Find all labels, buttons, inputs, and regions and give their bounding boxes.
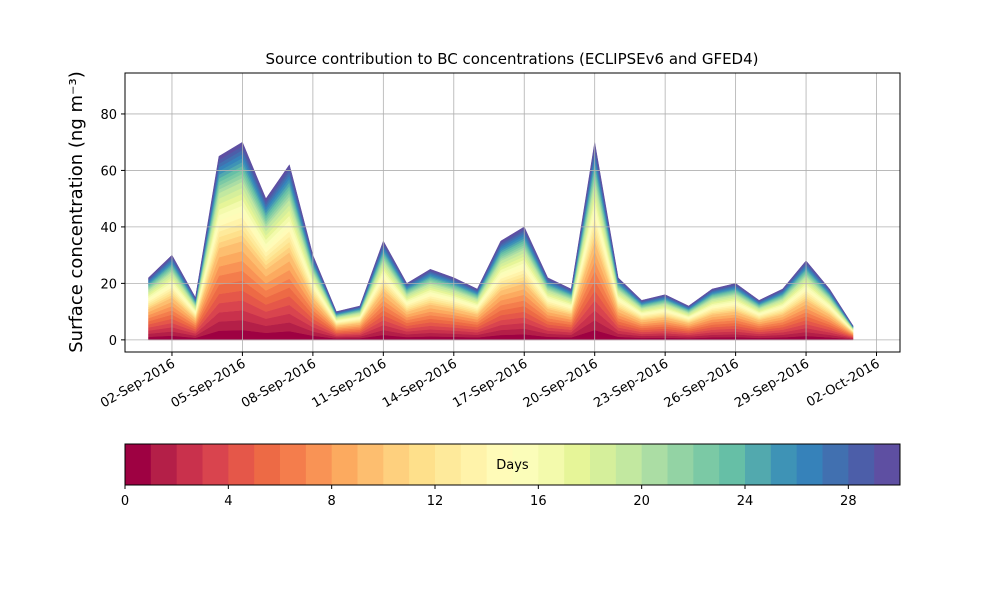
colorbar-label: Days [496, 458, 529, 473]
area-layer [148, 141, 854, 327]
colorbar-cell [202, 444, 229, 485]
y-tick-label: 20 [100, 277, 117, 292]
colorbar-cell [331, 444, 358, 485]
x-tick-label: 05-Sep-2016 [169, 356, 249, 411]
colorbar-cell [874, 444, 901, 485]
colorbar-cell [254, 444, 281, 485]
colorbar-cell [228, 444, 255, 485]
x-tick-label: 17-Sep-2016 [450, 356, 530, 411]
x-tick-label: 08-Sep-2016 [239, 356, 319, 411]
colorbar-cell [357, 444, 384, 485]
colorbar-cell [564, 444, 591, 485]
colorbar-cell [125, 444, 152, 485]
colorbar-cell [409, 444, 436, 485]
colorbar-cell [770, 444, 798, 485]
colorbar-cell [538, 444, 565, 485]
colorbar-cell [667, 444, 694, 485]
colorbar-tick-label: 12 [427, 494, 444, 509]
colorbar-tick-label: 8 [328, 494, 336, 509]
colorbar-cell [280, 444, 307, 485]
y-tick-label: 0 [109, 334, 117, 349]
x-tick-label: 14-Sep-2016 [380, 356, 460, 411]
colorbar-cell [848, 444, 875, 485]
colorbar-tick-label: 28 [840, 494, 857, 509]
colorbar-cell [719, 444, 746, 485]
x-tick-label: 02-Oct-2016 [804, 356, 882, 410]
x-tick-label: 02-Sep-2016 [98, 356, 178, 411]
colorbar-cell [305, 444, 333, 485]
y-tick-label: 80 [100, 108, 117, 123]
colorbar-tick-label: 4 [224, 494, 232, 509]
chart-title: Source contribution to BC concentrations… [265, 50, 758, 68]
colorbar-cell [435, 444, 462, 485]
colorbar-cell [796, 444, 823, 485]
colorbar-tick-label: 24 [737, 494, 754, 509]
colorbar-cell [641, 444, 668, 485]
plot-frame [124, 72, 901, 353]
y-tick-label: 60 [100, 164, 117, 179]
colorbar-cell [176, 444, 203, 485]
colorbar-cell [693, 444, 720, 485]
colorbar-frame [124, 443, 901, 486]
colorbar-cell [383, 444, 410, 485]
colorbar-cell [486, 444, 513, 485]
y-axis-label: Surface concentration (ng m⁻³) [66, 71, 87, 353]
y-tick-label: 40 [100, 221, 117, 236]
colorbar-cell [460, 444, 488, 485]
x-tick-label: 29-Sep-2016 [732, 356, 812, 411]
colorbar-cell [590, 444, 617, 485]
colorbar-cell [150, 444, 178, 485]
colorbar-cell [822, 444, 849, 485]
colorbar-tick-label: 16 [530, 494, 547, 509]
colorbar-tick-label: 20 [633, 494, 650, 509]
colorbar-cell [512, 444, 539, 485]
x-tick-label: 23-Sep-2016 [591, 356, 671, 411]
x-tick-label: 20-Sep-2016 [521, 356, 601, 411]
x-tick-label: 26-Sep-2016 [662, 356, 742, 411]
colorbar-cell [615, 444, 643, 485]
colorbar-cell [745, 444, 772, 485]
colorbar-tick-label: 0 [121, 494, 129, 509]
x-tick-label: 11-Sep-2016 [310, 356, 390, 411]
